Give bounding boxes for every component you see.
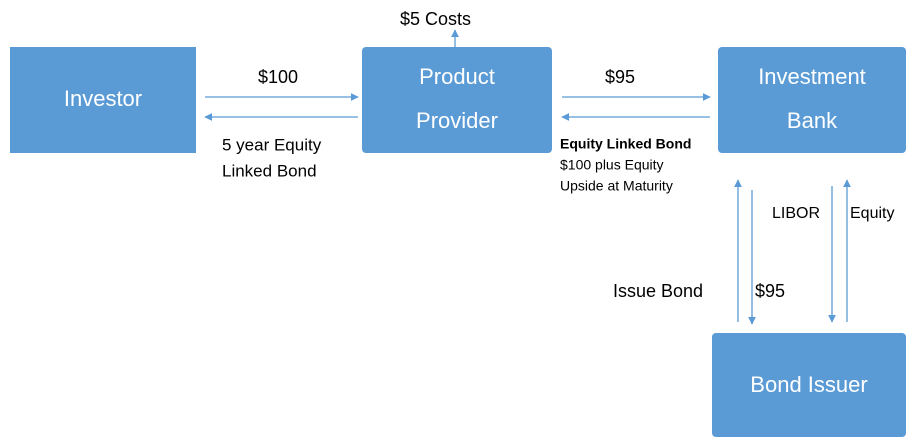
label: $95 xyxy=(605,67,635,87)
node-label: Investment xyxy=(758,64,866,89)
label: Equity xyxy=(850,205,894,222)
label: LIBOR xyxy=(772,205,820,222)
label: $100 xyxy=(258,67,298,87)
investor-box xyxy=(10,47,196,153)
label: Issue Bond xyxy=(613,281,703,301)
node-label: Bank xyxy=(787,108,838,133)
issuer-box xyxy=(712,333,906,437)
label: Equity Linked Bond xyxy=(560,136,691,152)
label: $100 plus Equity xyxy=(560,157,664,173)
bank-box xyxy=(718,47,906,153)
node-label: Bond Issuer xyxy=(750,372,867,397)
node-label: Provider xyxy=(416,108,498,133)
label: $5 Costs xyxy=(400,9,471,29)
provider-box xyxy=(362,47,552,153)
node-label: Investor xyxy=(64,86,142,111)
node-label: Product xyxy=(419,64,495,89)
label: Linked Bond xyxy=(222,161,317,180)
label: $95 xyxy=(755,281,785,301)
label: 5 year Equity xyxy=(222,135,322,154)
label: Upside at Maturity xyxy=(560,178,673,194)
